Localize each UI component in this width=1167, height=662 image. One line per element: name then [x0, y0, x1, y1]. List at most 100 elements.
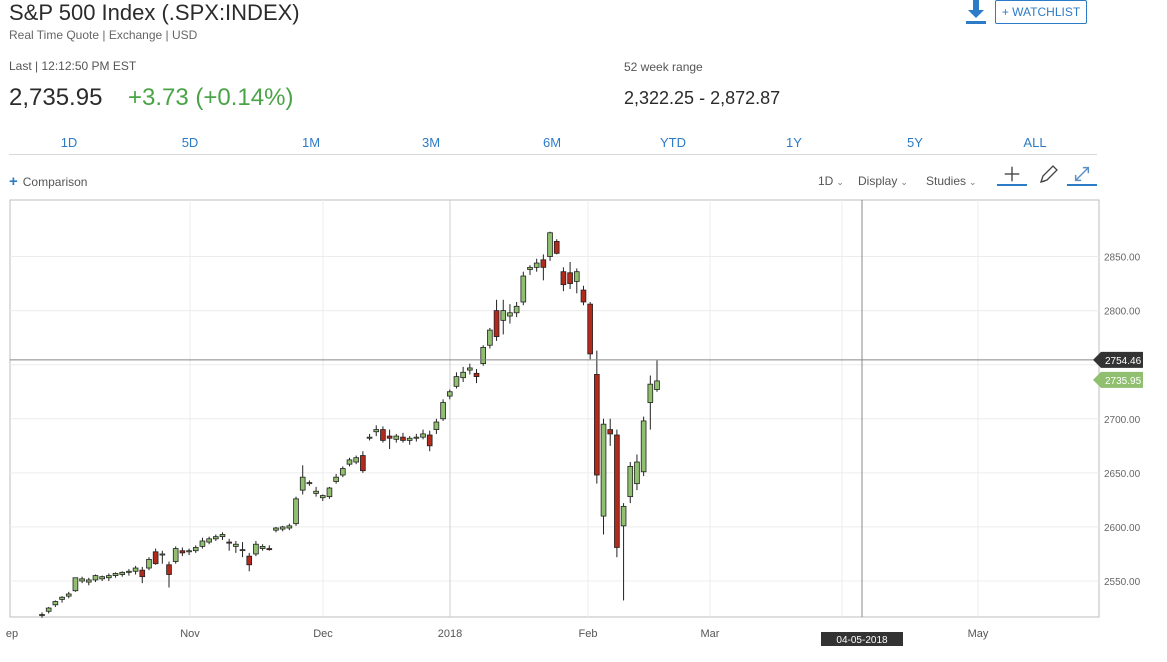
candle — [520, 271, 527, 306]
candle-body-up — [186, 550, 192, 553]
y-tick-label: 2700.00 — [1104, 415, 1141, 426]
pencil-icon[interactable] — [1033, 164, 1063, 186]
candle — [172, 546, 179, 564]
candle — [467, 363, 473, 375]
candle-body-down — [594, 374, 600, 476]
time-range-tabs: 1D 5D 1M 3M 6M YTD 1Y 5Y ALL — [9, 129, 1097, 155]
candle — [226, 538, 232, 551]
interval-dropdown[interactable]: 1D ⌄ — [818, 174, 844, 188]
candle — [152, 548, 159, 565]
tab-1d[interactable]: 1D — [60, 135, 78, 150]
candle — [573, 268, 580, 294]
crosshair-icon[interactable] — [997, 164, 1027, 186]
candle-body-up — [333, 476, 339, 482]
x-tick-label: ep — [6, 628, 18, 640]
plot-frame — [9, 199, 1100, 618]
candle — [326, 486, 333, 499]
candle-body-up — [634, 461, 640, 485]
x-tick-label: Nov — [180, 628, 200, 640]
candle-body-down — [360, 455, 366, 472]
y-tick-label: 2850.00 — [1104, 253, 1141, 264]
tab-5y[interactable]: 5Y — [907, 135, 923, 150]
tab-3m[interactable]: 3M — [421, 135, 441, 150]
candle — [640, 416, 647, 477]
candle-body-up — [520, 275, 527, 303]
candle-body-up — [199, 540, 206, 547]
candle — [353, 455, 359, 465]
candle-body-up — [467, 367, 473, 371]
candle-body-up — [513, 305, 520, 314]
candle-body-up — [233, 543, 239, 547]
tab-ytd[interactable]: YTD — [660, 135, 686, 150]
candle — [620, 503, 627, 601]
candle-body-down — [614, 434, 620, 548]
watchlist-button[interactable]: + WATCHLIST — [995, 0, 1087, 24]
candle-body-up — [299, 476, 306, 491]
candle-body-up — [654, 380, 660, 390]
candle-body-up — [460, 371, 466, 379]
candle-body-up — [453, 376, 460, 387]
download-icon[interactable] — [965, 0, 987, 24]
candle-body-down — [386, 435, 393, 439]
candle-body-down — [540, 259, 547, 268]
candle — [239, 542, 246, 558]
candle-body-up — [112, 573, 119, 576]
display-dropdown[interactable]: Display ⌄ — [858, 174, 908, 188]
candle-body-up — [600, 423, 607, 517]
tab-1y[interactable]: 1Y — [786, 135, 802, 150]
candle — [119, 571, 126, 577]
x-tick-label: May — [968, 628, 989, 640]
candle — [647, 375, 654, 430]
candle — [380, 426, 386, 443]
tab-all[interactable]: ALL — [1023, 135, 1047, 150]
candle — [480, 345, 487, 366]
candle — [126, 569, 132, 576]
last-trade-label: Last | 12:12:50 PM EST — [9, 59, 137, 73]
crosshair-date-tag — [821, 632, 903, 646]
candle — [219, 532, 226, 540]
candle-body-up — [92, 575, 99, 581]
comparison-button[interactable]: + Comparison — [9, 173, 87, 190]
candle — [72, 577, 79, 592]
candle-body-up — [126, 570, 132, 573]
y-tick-label: 2600.00 — [1104, 523, 1141, 534]
candle-body-down — [493, 310, 500, 337]
candle — [433, 418, 440, 434]
candle-body-up — [172, 548, 179, 562]
candle-body-up — [45, 607, 52, 612]
studies-dropdown[interactable]: Studies ⌄ — [926, 174, 977, 188]
candle — [607, 418, 614, 446]
tab-6m[interactable]: 6M — [542, 135, 562, 150]
candle-body-down — [380, 429, 386, 441]
crosshair-date-label: 04-05-2018 — [836, 635, 888, 646]
y-tick-label: 2550.00 — [1104, 577, 1141, 588]
candle-body-up — [72, 577, 79, 592]
expand-icon[interactable] — [1067, 164, 1097, 186]
candle — [527, 265, 533, 275]
candle-body-up — [39, 614, 45, 616]
tab-1m[interactable]: 1M — [301, 135, 321, 150]
candle-body-down — [426, 434, 433, 447]
candle-body-up — [132, 567, 139, 572]
candle-body-up — [239, 549, 246, 552]
candle-body-up — [573, 271, 580, 282]
candle-body-up — [219, 534, 226, 538]
candle-body-up — [85, 579, 92, 583]
candle — [259, 544, 266, 551]
candle — [286, 523, 293, 531]
candle — [580, 285, 587, 306]
candle — [493, 299, 500, 341]
candle — [132, 565, 139, 575]
range-value: 2,322.25 - 2,872.87 — [624, 88, 781, 108]
candle-body-up — [99, 576, 105, 580]
candle-body-up — [79, 578, 85, 582]
candle-body-up — [293, 498, 299, 525]
crosshair-price-label: 2754.46 — [1105, 356, 1142, 367]
candle — [540, 254, 547, 281]
tab-5d[interactable]: 5D — [181, 135, 199, 150]
candle-body-up — [52, 601, 59, 606]
candle-body-up — [159, 553, 166, 556]
interval-label: 1D — [818, 174, 834, 188]
candle — [426, 430, 433, 452]
